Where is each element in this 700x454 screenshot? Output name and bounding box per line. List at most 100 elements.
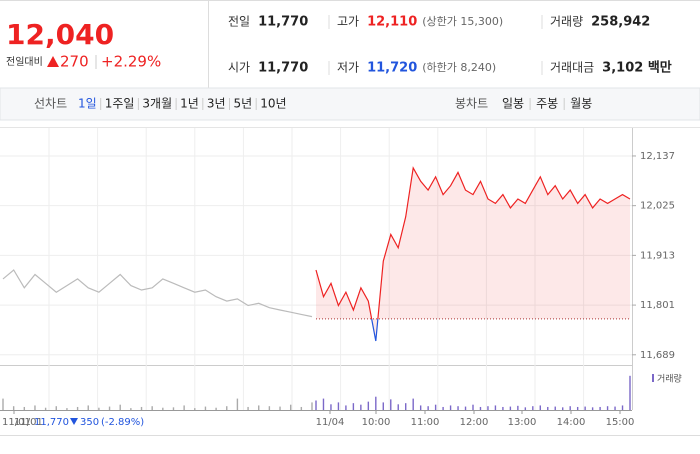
x-tick-label: 10:00 xyxy=(362,417,391,428)
stat-value: 12,110 xyxy=(367,15,417,30)
y-tick-label: 11,801 xyxy=(640,300,675,311)
legend-swatch xyxy=(652,374,654,382)
volume-bar xyxy=(352,403,355,410)
stat-label: 거래대금 xyxy=(550,61,594,75)
volume-bar xyxy=(405,403,407,410)
footer-change-pct: (-2.89%) xyxy=(101,417,144,428)
volume-bar xyxy=(194,408,196,410)
volume-bar xyxy=(375,396,377,410)
volume-bar xyxy=(130,408,132,410)
volume-bar xyxy=(442,406,444,410)
volume-bar xyxy=(330,404,332,410)
y-tick-label: 11,689 xyxy=(640,350,675,361)
volume-bar xyxy=(449,405,452,410)
candle-tab[interactable]: 일봉 xyxy=(502,97,524,111)
stat-value: 11,770 xyxy=(258,61,308,76)
candle-tab[interactable]: 월봉 xyxy=(570,97,592,111)
volume-bar xyxy=(584,406,586,410)
stat-note: (상한가 15,300) xyxy=(422,15,503,28)
price-line xyxy=(315,166,631,342)
volume-bar xyxy=(464,406,467,410)
period-tab[interactable]: 5년 xyxy=(234,97,253,111)
stat-note: (하한가 8,240) xyxy=(422,60,496,74)
volume-bar xyxy=(479,406,482,410)
price-line xyxy=(2,269,313,318)
volume-bar xyxy=(517,405,519,410)
volume-bar xyxy=(151,406,153,410)
volume-bar xyxy=(162,407,164,410)
volume-bar xyxy=(258,405,260,410)
y-tick-label: 12,137 xyxy=(640,151,675,162)
volume-bar xyxy=(554,406,556,410)
volume-bar xyxy=(494,405,497,410)
volume-bar xyxy=(337,402,340,410)
volume-bar xyxy=(614,406,616,410)
volume-bar xyxy=(204,406,207,410)
x-tick-label: 13:00 xyxy=(508,417,537,428)
volume-bar xyxy=(12,406,15,410)
volume-bar xyxy=(311,402,313,410)
volume-bar xyxy=(524,407,527,410)
volume-bar xyxy=(236,398,239,410)
up-arrow xyxy=(47,56,59,67)
x-tick-label: 14:00 xyxy=(557,417,586,428)
volume-bar xyxy=(629,375,631,410)
y-tick-label: 11,913 xyxy=(640,250,675,261)
volume-bar xyxy=(532,406,534,410)
period-tab[interactable]: 10년 xyxy=(260,97,286,111)
x-tick-label: 12:00 xyxy=(460,417,489,428)
volume-bar xyxy=(591,407,594,410)
volume-bar xyxy=(472,404,474,410)
volume-bar xyxy=(487,406,489,410)
stat-value: 11,770 xyxy=(258,15,308,30)
tab-group-label: 봉차트 xyxy=(455,97,488,111)
volume-bar xyxy=(322,398,325,410)
volume-bar xyxy=(2,398,4,410)
volume-bar xyxy=(55,406,57,410)
tab-bar xyxy=(0,87,700,121)
period-tab[interactable]: 1주일 xyxy=(105,97,135,111)
volume-bar xyxy=(140,406,143,410)
price: 12,040 xyxy=(6,18,114,51)
volume-bar xyxy=(66,408,68,410)
volume-bar xyxy=(509,406,512,410)
volume-bar xyxy=(44,407,47,410)
volume-bar xyxy=(360,404,362,410)
volume-bar xyxy=(562,407,564,410)
stat-label: 시가 xyxy=(228,61,250,75)
volume-bar xyxy=(569,406,571,410)
period-tab[interactable]: 3년 xyxy=(207,97,226,111)
volume-bar xyxy=(279,406,281,410)
period-tab[interactable]: 3개월 xyxy=(142,97,172,111)
stat-value: 3,102 백만 xyxy=(602,60,672,76)
x-tick-label: 11/04 xyxy=(316,417,345,428)
volume-bar xyxy=(434,404,437,410)
volume-bar xyxy=(382,402,384,410)
volume-bar xyxy=(108,406,111,410)
volume-bar xyxy=(215,407,217,410)
tab-group-label: 선차트 xyxy=(34,97,67,111)
volume-bar xyxy=(539,405,541,410)
candle-tab[interactable]: 주봉 xyxy=(536,97,558,111)
x-tick-label: 15:00 xyxy=(606,417,635,428)
volume-bar xyxy=(367,401,370,410)
stat-label: 고가 xyxy=(337,15,359,29)
volume-bar xyxy=(345,405,347,410)
volume-bar xyxy=(397,404,399,410)
x-tick-label: 11:00 xyxy=(411,417,440,428)
volume-bar xyxy=(390,399,392,410)
period-tab[interactable]: 1일 xyxy=(78,97,97,111)
volume-bar xyxy=(419,405,422,410)
change-pct: +2.29% xyxy=(101,53,161,71)
volume-bar xyxy=(183,405,185,410)
volume-bar xyxy=(247,406,249,410)
volume-bar xyxy=(457,406,459,410)
stat-label: 저가 xyxy=(337,61,359,75)
period-tab[interactable]: 1년 xyxy=(180,97,199,111)
legend-label: 거래량 xyxy=(657,373,682,385)
volume-bar xyxy=(427,406,429,410)
volume-bar xyxy=(315,400,317,410)
volume-bar xyxy=(76,406,79,410)
change: 270 xyxy=(60,53,89,71)
change-label: 전일대비 xyxy=(6,56,43,68)
